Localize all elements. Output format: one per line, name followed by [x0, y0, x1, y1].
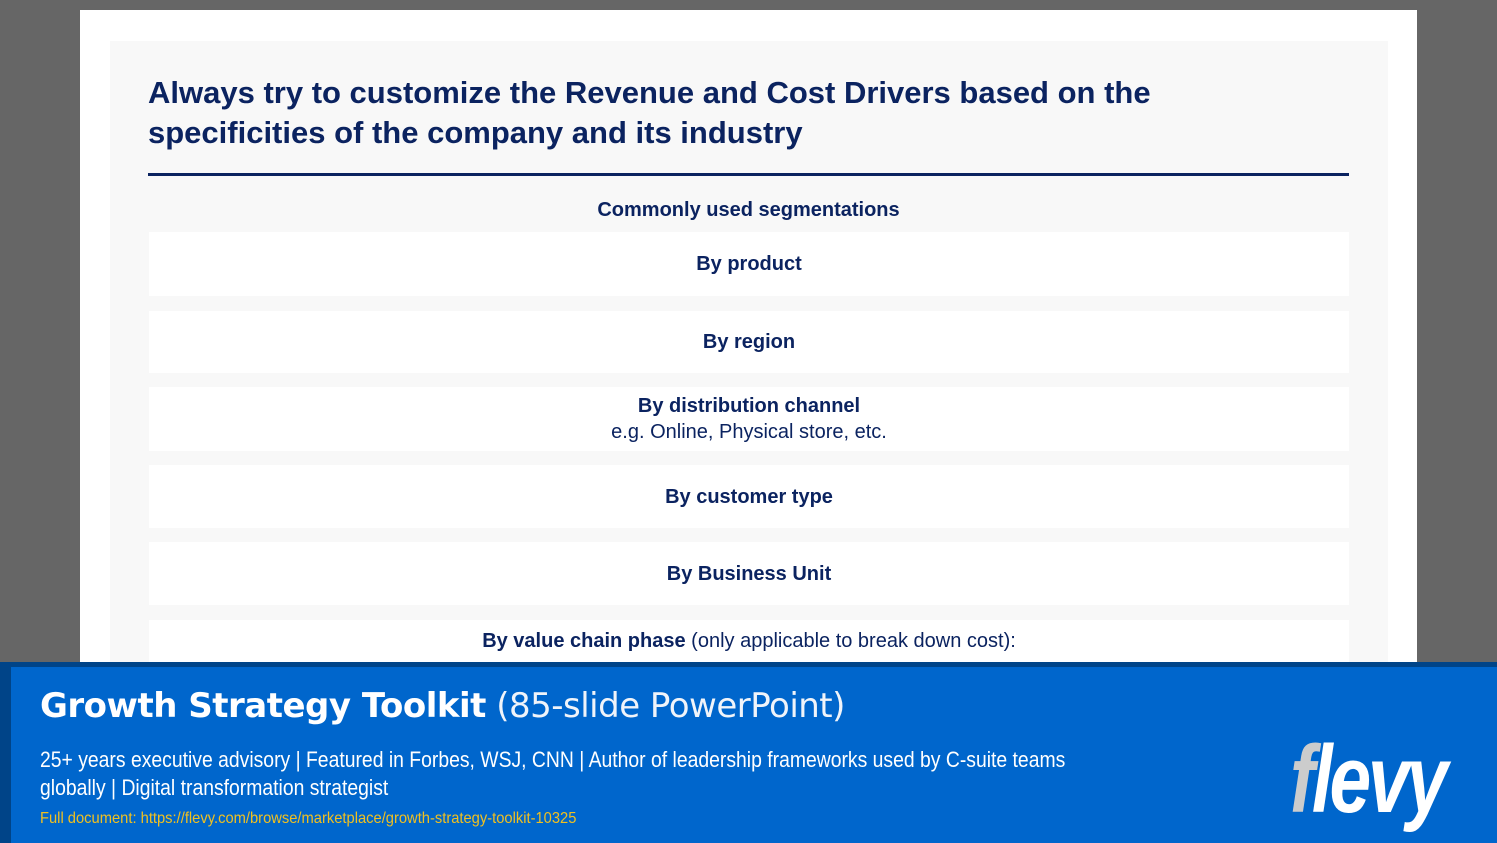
- logo-f: f: [1290, 726, 1315, 833]
- segment-by-product: By product: [149, 232, 1349, 296]
- flevy-logo[interactable]: flevy: [1290, 732, 1448, 828]
- segment-detail: e.g. Online, Physical store, etc.: [611, 421, 887, 443]
- segment-label: By product: [696, 253, 802, 275]
- segment-by-business-unit: By Business Unit: [149, 542, 1349, 605]
- segmentations-heading: Commonly used segmentations: [597, 199, 900, 221]
- segment-by-region: By region: [149, 311, 1349, 373]
- product-name: Growth Strategy Toolkit: [40, 686, 486, 726]
- segment-by-distribution-channel: By distribution channel e.g. Online, Phy…: [149, 387, 1349, 451]
- document-link[interactable]: Full document: https://flevy.com/browse/…: [40, 810, 577, 827]
- product-format: (85-slide PowerPoint): [485, 686, 845, 726]
- promo-banner: [0, 662, 1497, 843]
- banner-edge: [0, 662, 11, 843]
- banner-description: 25+ years executive advisory | Featured …: [40, 747, 1066, 800]
- segment-line: By value chain phase (only applicable to…: [482, 628, 1016, 654]
- banner-title: Growth Strategy Toolkit (85-slide PowerP…: [40, 686, 845, 726]
- segment-label: By distribution channel: [637, 395, 861, 417]
- title-divider: [148, 173, 1349, 176]
- slide-title: Always try to customize the Revenue and …: [148, 75, 1151, 150]
- segment-label: By Business Unit: [666, 562, 832, 585]
- slide: Always try to customize the Revenue and …: [80, 10, 1417, 843]
- logo-rest: levy: [1311, 726, 1448, 833]
- segment-label: By customer type: [665, 485, 833, 508]
- segment-label: By value chain phase: [482, 630, 686, 652]
- segment-detail: (only applicable to break down cost):: [685, 630, 1016, 652]
- segment-label: By region: [702, 331, 796, 353]
- segment-by-customer-type: By customer type: [149, 465, 1349, 528]
